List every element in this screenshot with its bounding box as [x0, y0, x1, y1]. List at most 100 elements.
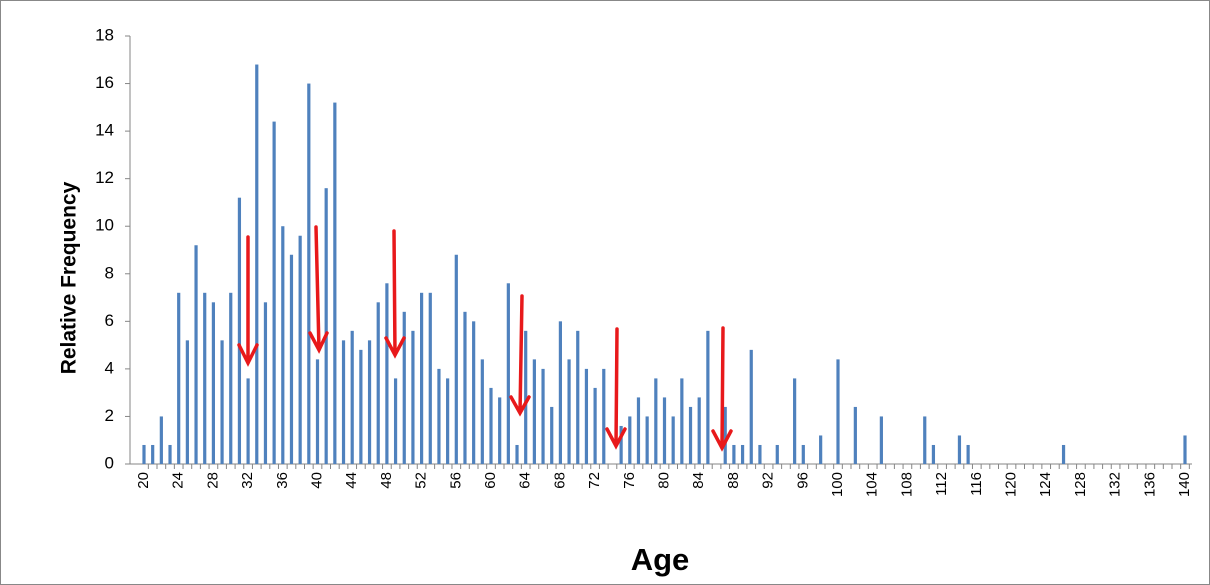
- x-tick-label: 108: [898, 472, 915, 497]
- x-tick-label: 104: [864, 472, 881, 497]
- bar: [645, 416, 649, 464]
- bar: [454, 254, 458, 464]
- bar: [194, 245, 198, 464]
- bar: [428, 292, 432, 464]
- y-tick-label: 4: [105, 358, 114, 377]
- bar: [636, 397, 641, 464]
- bar: [1061, 444, 1066, 464]
- bar: [177, 292, 181, 464]
- x-tick-label: 36: [274, 472, 291, 489]
- bar: [923, 416, 927, 464]
- bar: [237, 197, 242, 464]
- y-tick-label: 6: [105, 311, 114, 330]
- bar: [246, 378, 250, 464]
- bar: [281, 226, 285, 464]
- bar: [793, 378, 797, 464]
- bar: [541, 368, 545, 464]
- y-tick-label: 18: [95, 25, 114, 44]
- bar: [168, 444, 172, 464]
- bar: [801, 444, 805, 464]
- x-tick-label: 48: [378, 472, 395, 489]
- bar: [740, 444, 745, 464]
- bar: [775, 444, 779, 464]
- x-axis-title: Age: [631, 542, 690, 577]
- x-tick-label: 132: [1107, 472, 1124, 497]
- x-tick-label: 20: [135, 472, 152, 489]
- bar: [515, 444, 519, 464]
- bar: [350, 330, 354, 464]
- x-tick-label: 80: [655, 472, 672, 489]
- x-tick-label: 120: [1002, 472, 1019, 497]
- x-tick-label: 136: [1141, 472, 1158, 497]
- bar: [584, 368, 589, 464]
- annotation-arrows: [237, 225, 733, 452]
- bar: [402, 311, 406, 464]
- bar: [558, 321, 562, 464]
- bar: [957, 435, 962, 464]
- x-tick-label: 52: [413, 472, 430, 489]
- y-tick-label: 8: [105, 263, 114, 282]
- x-tick-label: 56: [447, 472, 464, 489]
- y-tick-label: 0: [105, 453, 114, 472]
- bar: [420, 292, 424, 464]
- bar: [671, 416, 675, 464]
- bar: [853, 406, 857, 464]
- bar: [359, 349, 363, 464]
- bar: [367, 340, 372, 464]
- bar: [697, 397, 701, 464]
- x-tick-label: 40: [308, 472, 325, 489]
- bar: [185, 340, 189, 464]
- bar: [211, 302, 215, 464]
- arrow: [509, 294, 531, 417]
- bar: [220, 340, 224, 464]
- y-tick-label: 12: [95, 168, 114, 187]
- bar: [289, 254, 294, 464]
- bar: [480, 359, 484, 464]
- arrow: [384, 229, 406, 359]
- bar: [602, 368, 606, 464]
- bar: [662, 397, 667, 464]
- x-tick-label: 44: [343, 472, 360, 489]
- x-tick-label: 60: [482, 472, 499, 489]
- bar: [333, 102, 337, 465]
- bar: [550, 406, 554, 464]
- x-tick-label: 112: [933, 472, 950, 496]
- x-tick-label: 92: [760, 472, 777, 489]
- bar: [437, 368, 441, 464]
- bar: [723, 406, 727, 464]
- bar: [836, 359, 840, 464]
- bar: [411, 330, 415, 464]
- x-tick-label: 140: [1176, 472, 1193, 497]
- bar: [931, 444, 936, 464]
- x-tick-label: 24: [170, 472, 187, 489]
- bar: [159, 416, 163, 464]
- bar: [324, 188, 328, 464]
- arrow: [605, 327, 627, 450]
- y-tick-label: 14: [95, 121, 114, 140]
- y-tick-label: 10: [95, 216, 114, 235]
- bar: [142, 444, 146, 464]
- bar: [576, 330, 580, 464]
- bar: [298, 235, 302, 464]
- y-axis-title: Relative Frequency: [58, 181, 81, 374]
- x-tick-label: 84: [690, 472, 707, 489]
- bar: [385, 283, 389, 464]
- x-tick-label: 32: [239, 472, 256, 489]
- y-tick-label: 16: [95, 73, 114, 92]
- bar: [879, 416, 883, 464]
- bar: [688, 406, 693, 464]
- x-tick-label: 72: [586, 472, 603, 489]
- x-tick-label: 64: [517, 472, 534, 489]
- bar: [749, 349, 753, 464]
- bar: [680, 378, 684, 464]
- arrow: [711, 326, 733, 452]
- y-tick-label: 2: [105, 406, 114, 425]
- x-tick-label: 100: [829, 472, 846, 497]
- x-tick-label: 76: [621, 472, 638, 489]
- bar: [315, 359, 320, 464]
- bar: [376, 302, 380, 464]
